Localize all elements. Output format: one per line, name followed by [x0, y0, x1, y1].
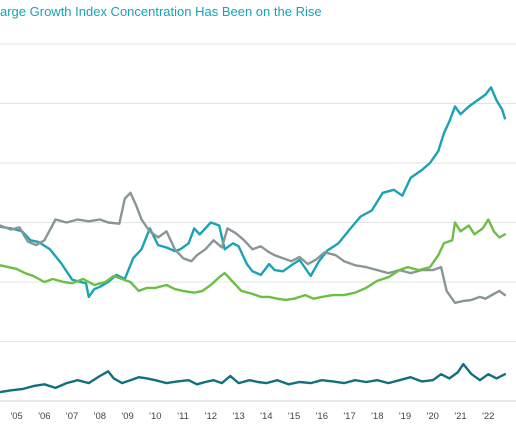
x-tick-label: '18 — [371, 411, 383, 422]
series-group — [0, 86, 507, 394]
x-tick-label: '14 — [260, 411, 272, 422]
x-tick-label: '20 — [427, 411, 439, 422]
x-tick-label: '09 — [121, 411, 133, 422]
x-tick-label: '07 — [66, 411, 78, 422]
x-axis-tick-labels: '05 '06 '07 '08 '09 '10 '11 '12 '13 '14 '15 '16 '17 '… — [10, 411, 494, 422]
x-tick-label: '06 — [38, 411, 50, 422]
x-tick-label: '15 — [288, 411, 300, 422]
x-tick-label: '22 — [482, 411, 494, 422]
grid-lines — [0, 43, 516, 402]
x-tick-label: '21 — [454, 411, 466, 422]
x-tick-label: '13 — [232, 411, 244, 422]
series-line-3 — [0, 362, 507, 394]
x-tick-label: '05 — [10, 411, 22, 422]
series-line-1 — [0, 191, 507, 304]
x-tick-label: '19 — [399, 411, 411, 422]
x-tick-label: '08 — [94, 411, 106, 422]
x-tick-label: '16 — [316, 411, 328, 422]
x-tick-label: '11 — [177, 411, 189, 422]
series-line-2 — [0, 218, 507, 302]
x-tick-label: '12 — [205, 411, 217, 422]
x-tick-label: '10 — [149, 411, 161, 422]
series-line-0 — [0, 86, 507, 299]
chart-title: arge Growth Index Concentration Has Been… — [0, 4, 322, 19]
x-tick-label: '17 — [343, 411, 355, 422]
